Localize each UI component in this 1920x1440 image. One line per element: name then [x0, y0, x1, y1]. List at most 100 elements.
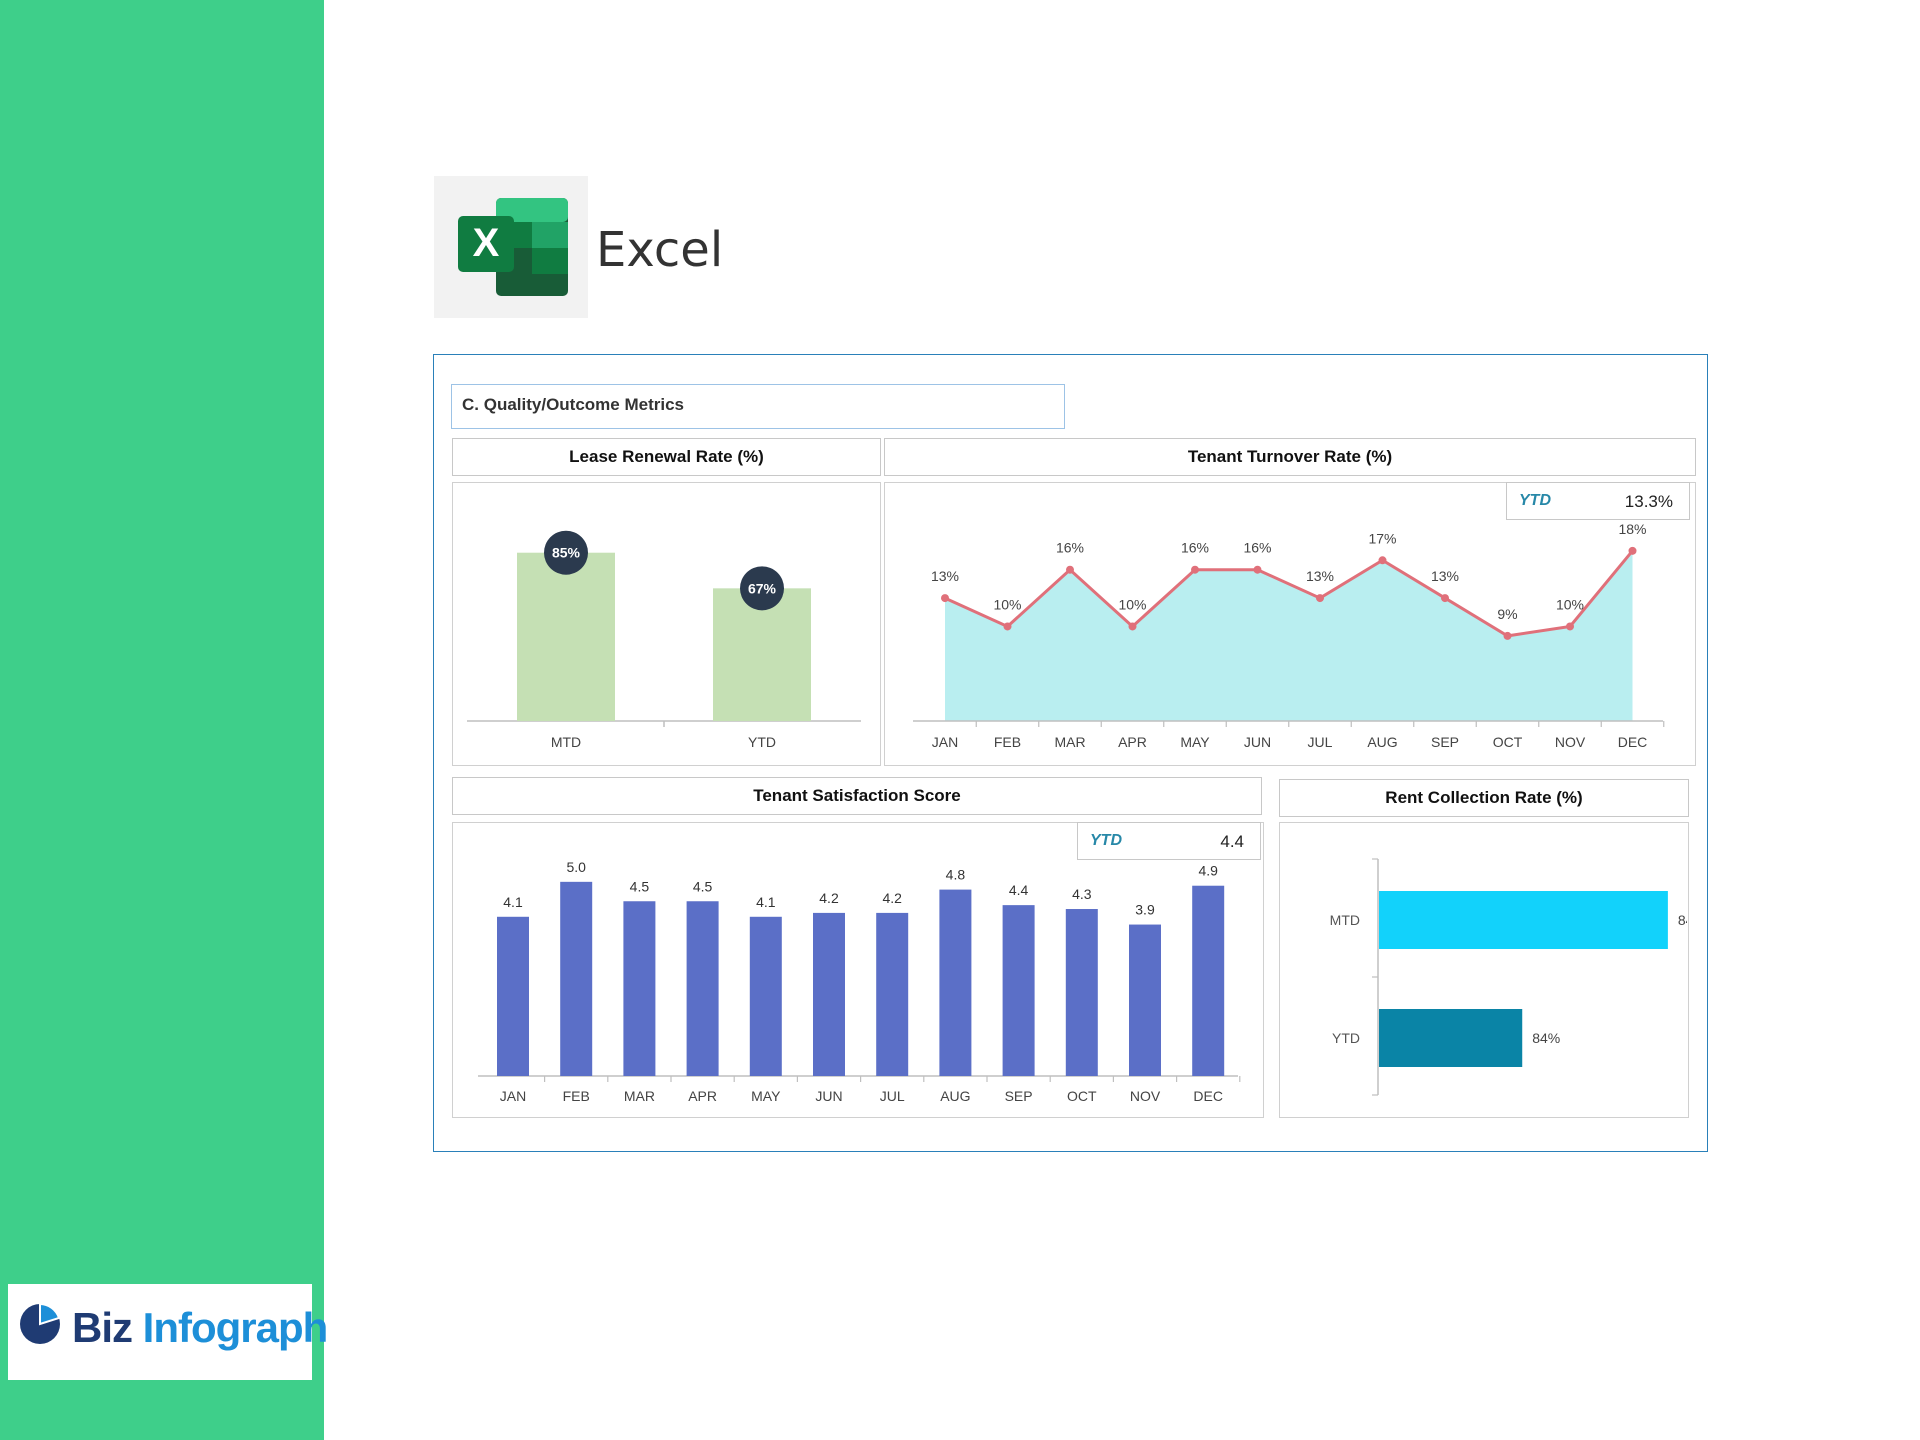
point-aug	[1378, 556, 1387, 565]
bar-aug	[939, 889, 972, 1076]
tenant-satisfaction-header: Tenant Satisfaction Score	[452, 777, 1262, 815]
data-label: 4.3	[1072, 886, 1092, 902]
data-label: 84%	[1678, 912, 1687, 928]
data-label: 10%	[1118, 596, 1146, 612]
series-line	[944, 549, 1634, 638]
tenant-turnover-header: Tenant Turnover Rate (%)	[884, 438, 1696, 476]
tick-label: AUG	[940, 1088, 970, 1104]
tick-label: DEC	[1618, 734, 1648, 750]
tenant-turnover-panel: 13% JAN 10% FEB 16% MAR 10% APR 16% MAY 16% JUN 13% J…	[884, 482, 1696, 766]
section-title: C. Quality/Outcome Metrics	[451, 384, 1065, 429]
tick-label: JUN	[815, 1088, 842, 1104]
data-label: 13%	[1431, 568, 1459, 584]
svg-text:X: X	[473, 221, 500, 265]
rent-collection-panel: MTD 84% YTD 84%	[1279, 822, 1706, 1118]
tick-label: FEB	[563, 1088, 590, 1104]
tenant-satisfaction-panel: 4.1 JAN 5.0 FEB 4.5 MAR 4.5 APR 4.1 MAY 4.2 JUN 4.2 J…	[452, 822, 1264, 1118]
category-label: YTD	[1332, 1030, 1360, 1046]
category-label: MTD	[1330, 912, 1360, 928]
tick-label: MAY	[751, 1088, 781, 1104]
tick-label: MAR	[624, 1088, 655, 1104]
brand-biz: Biz	[72, 1304, 133, 1351]
data-label: 17%	[1368, 530, 1396, 546]
bar-dec	[1192, 885, 1225, 1076]
tick-label: NOV	[1555, 734, 1586, 750]
brand-infograph: Infograph	[142, 1304, 329, 1351]
data-label: 4.1	[503, 894, 523, 910]
lease-renewal-chart: 85% MTD 67% YTD	[467, 530, 861, 750]
tick-label: SEP	[1005, 1088, 1033, 1104]
data-label: 4.2	[819, 890, 839, 906]
satisfaction-ytd-label: YTD	[1090, 832, 1122, 849]
bar-mar	[623, 901, 656, 1076]
sidebar	[0, 0, 324, 1440]
bar-ytd	[713, 588, 811, 721]
turnover-ytd-value: 13.3%	[1624, 492, 1673, 511]
badge-mtd	[544, 530, 588, 575]
point-oct	[1503, 631, 1512, 640]
tenant-turnover-chart: 13% JAN 10% FEB 16% MAR 10% APR 16% MAY 16% JUN 13% J…	[913, 521, 1665, 750]
tick-label: DEC	[1193, 1088, 1223, 1104]
badge-ytd	[740, 566, 784, 611]
point-feb	[1003, 622, 1012, 631]
data-label: 13%	[931, 568, 959, 584]
tick-label: MAR	[1054, 734, 1085, 750]
tick-label: MTD	[551, 734, 581, 750]
area-fill	[945, 550, 1633, 721]
tick-label: APR	[1118, 734, 1147, 750]
data-label: 4.1	[756, 894, 776, 910]
data-label: 10%	[1556, 596, 1584, 612]
tick-label: JUN	[1244, 734, 1271, 750]
tick-label: MAY	[1180, 734, 1210, 750]
bar-mtd	[1379, 891, 1668, 949]
data-label: 16%	[1243, 540, 1271, 556]
tick-label: JAN	[932, 734, 958, 750]
point-dec	[1628, 546, 1637, 555]
tick-label: APR	[688, 1088, 717, 1104]
data-label: 18%	[1618, 521, 1646, 537]
bar-apr	[686, 901, 719, 1076]
tick-label: OCT	[1493, 734, 1523, 750]
tick-label: JUL	[880, 1088, 905, 1104]
turnover-ytd-box: YTD 13.3%	[1506, 482, 1690, 520]
data-label: 13%	[1306, 568, 1334, 584]
satisfaction-ytd-value: 4.4	[1220, 832, 1244, 851]
point-mar	[1066, 565, 1074, 574]
point-sep	[1441, 594, 1449, 603]
point-jun	[1253, 565, 1262, 574]
data-label: 4.9	[1198, 863, 1218, 879]
rent-collection-chart: MTD 84% YTD 84%	[1330, 858, 1706, 1096]
brand-text: Biz Infograph	[72, 1304, 329, 1352]
point-jul	[1316, 594, 1324, 603]
pie-logo-icon	[20, 1302, 61, 1344]
bar-jul	[876, 912, 909, 1076]
bar-oct	[1065, 909, 1098, 1076]
tick-label: YTD	[748, 734, 776, 750]
data-label: 84%	[1532, 1030, 1560, 1046]
excel-logo-icon: X	[434, 176, 588, 318]
tick-label: AUG	[1367, 734, 1397, 750]
data-label: 85%	[552, 545, 581, 561]
data-label: 16%	[1181, 540, 1209, 556]
data-label: 3.9	[1135, 902, 1155, 918]
lease-renewal-header: Lease Renewal Rate (%)	[452, 438, 881, 476]
bar-jan	[497, 916, 529, 1076]
tick-label: JAN	[500, 1088, 526, 1104]
tick-label: JUL	[1308, 734, 1333, 750]
app-name: Excel	[596, 222, 724, 278]
data-label: 4.5	[693, 878, 713, 894]
bar-ytd	[1379, 1009, 1523, 1067]
point-jan	[941, 594, 949, 603]
turnover-ytd-label: YTD	[1519, 492, 1551, 509]
data-label: 4.8	[946, 867, 966, 883]
tick-label: OCT	[1067, 1088, 1097, 1104]
tick-label: NOV	[1130, 1088, 1161, 1104]
bar-jun	[813, 912, 845, 1076]
data-label: 16%	[1056, 540, 1084, 556]
bar-mtd	[517, 552, 615, 721]
satisfaction-ytd-box: YTD 4.4	[1077, 822, 1261, 860]
point-apr	[1128, 622, 1137, 631]
lease-renewal-panel: 85% MTD 67% YTD	[452, 482, 881, 766]
bar-may	[749, 916, 782, 1076]
bar-sep	[1002, 905, 1035, 1076]
